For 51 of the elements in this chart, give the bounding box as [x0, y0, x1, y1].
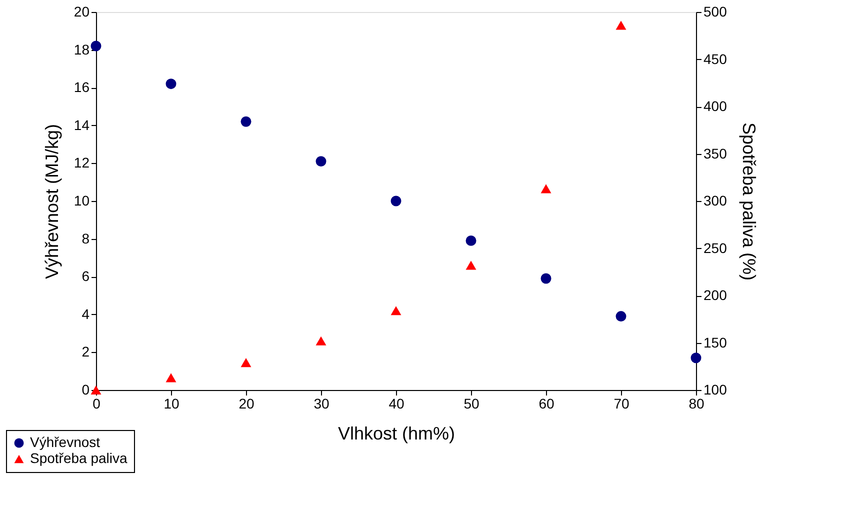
x-tick-label: 70: [614, 396, 630, 412]
point: [240, 116, 252, 127]
point: [466, 235, 476, 246]
x-tick-label: 30: [314, 396, 330, 412]
y2-tick-label: 350: [704, 145, 728, 162]
y2-tick-label: 200: [704, 287, 728, 303]
point: [240, 358, 252, 368]
y-tick-label: 0: [82, 382, 90, 398]
y2-tick-label: 450: [704, 50, 728, 67]
x-tick-label: 0: [92, 396, 101, 412]
y-tick-label: 10: [74, 192, 90, 208]
x-tick-label: 10: [164, 396, 180, 412]
point: [466, 260, 476, 270]
y-tick-label: 12: [74, 154, 90, 171]
point: [540, 184, 552, 194]
point: [690, 352, 702, 364]
y-tick-label: 6: [82, 268, 90, 284]
legend-label: Výhřevnost: [30, 434, 100, 450]
point: [316, 336, 326, 346]
point: [90, 40, 102, 52]
y-axis-title: Výhřevnost (MJ/kg): [42, 124, 62, 280]
y-tick-label: 20: [74, 4, 90, 20]
point: [540, 273, 552, 284]
x-tick-label: 50: [464, 396, 480, 412]
point: [616, 311, 626, 322]
point: [390, 196, 402, 206]
x-tick-label: 80: [688, 396, 704, 412]
y2-tick-label: 300: [704, 192, 728, 208]
x-tick-label: 60: [538, 396, 554, 412]
y-tick-label: 18: [74, 41, 90, 58]
y2-tick-label: 500: [704, 4, 728, 20]
legend-label: Spotřeba paliva: [30, 450, 128, 466]
point: [90, 385, 102, 395]
y-tick-label: 16: [74, 79, 90, 96]
y2-tick-label: 100: [704, 382, 728, 398]
point: [166, 78, 176, 90]
x-tick-label: 20: [238, 396, 254, 412]
y-tick-label: 4: [82, 306, 90, 322]
x-axis-title: Vlhkost (hm%): [338, 424, 456, 444]
y2-axis-title: Spotřeba paliva (%): [738, 122, 759, 281]
point: [390, 306, 402, 316]
y2-tick-label: 250: [704, 240, 728, 256]
y-tick-label: 8: [82, 230, 90, 246]
y-tick-label: 14: [74, 116, 90, 133]
y-tick-label: 2: [82, 344, 90, 360]
point: [616, 20, 626, 30]
y2-tick-label: 150: [704, 334, 728, 350]
y2-tick-label: 400: [704, 98, 728, 114]
point: [316, 156, 326, 167]
point: [166, 373, 176, 382]
x-tick-label: 40: [388, 396, 404, 412]
